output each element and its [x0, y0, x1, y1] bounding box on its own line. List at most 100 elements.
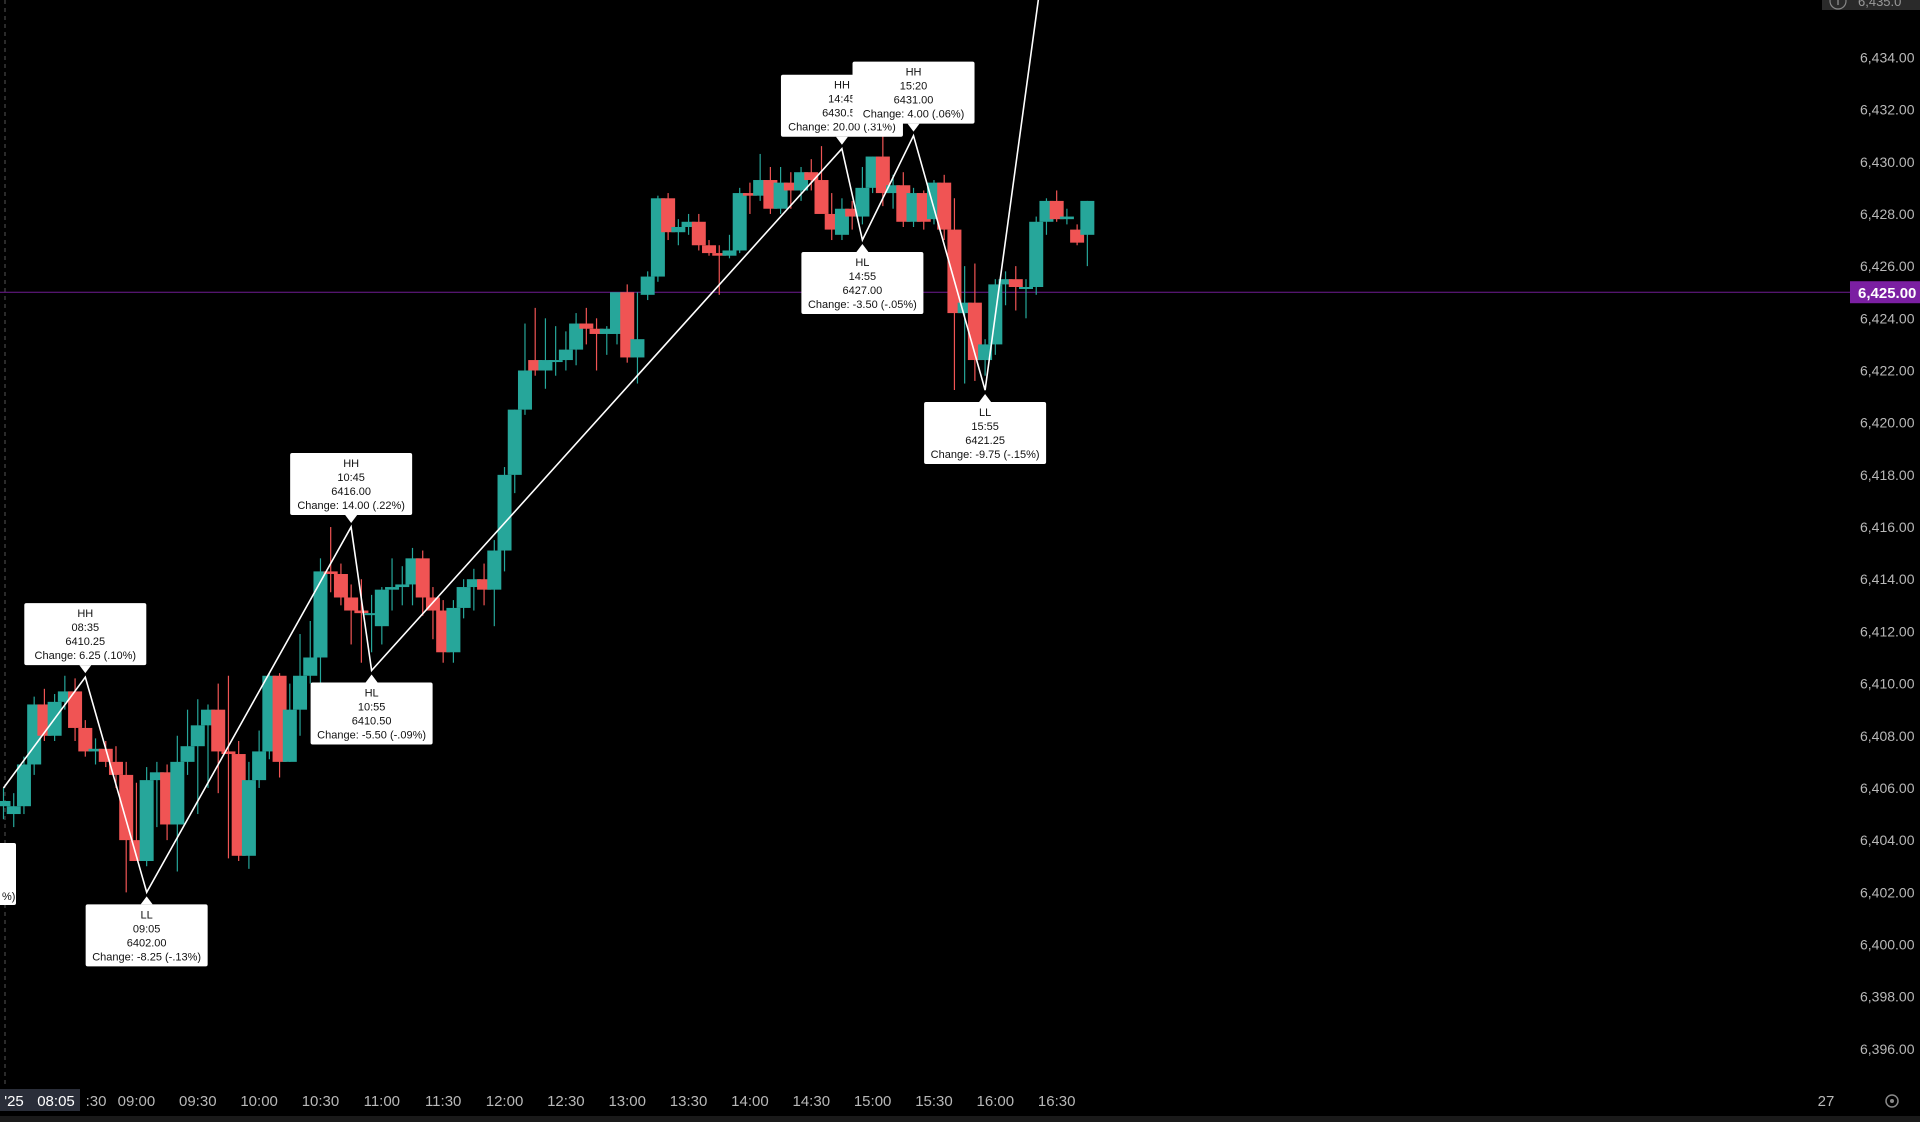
price-tick-label: 6,412.00: [1860, 623, 1915, 639]
candle: [415, 550, 430, 616]
candle: [487, 540, 502, 627]
candle-body: [354, 610, 369, 614]
time-tick-label: 14:00: [731, 1093, 769, 1110]
pivot-label-pointer: [979, 394, 992, 403]
candle: [385, 558, 400, 611]
candle-body: [538, 360, 553, 371]
candle: [221, 675, 236, 859]
candle: [722, 234, 737, 259]
pivot-time: 15:55: [971, 421, 999, 433]
time-tick-label: 09:00: [118, 1093, 156, 1110]
price-tick-label: 6,434.00: [1860, 49, 1915, 65]
candle-body: [875, 156, 890, 194]
candle: [119, 761, 134, 893]
settings-icon-center: [1890, 1099, 1894, 1103]
candle-body: [978, 344, 993, 361]
candle: [732, 187, 747, 254]
candle: [313, 558, 328, 684]
partial-pivot-label-text: %): [2, 891, 15, 903]
candle-body: [548, 360, 563, 363]
candle: [477, 563, 492, 606]
settings-icon[interactable]: [1885, 1094, 1899, 1108]
candle-body: [722, 250, 737, 256]
candle-body: [804, 172, 819, 181]
candle-body: [599, 328, 614, 334]
candle: [497, 467, 512, 572]
candle: [569, 313, 584, 366]
pivot-label-box: [310, 682, 433, 745]
pivot-price: 6410.50: [352, 716, 392, 728]
candle: [0, 787, 11, 820]
candle-body: [886, 185, 901, 194]
time-tick-label: 08:05: [37, 1093, 75, 1110]
price-axis[interactable]: 6,434.00 6,432.00 6,430.00 6,428.00 6,426.00…: [1850, 0, 1920, 1122]
candle: [1049, 190, 1064, 222]
time-cursor-badge: [0, 1089, 80, 1111]
candle: [1008, 266, 1023, 311]
candle-body: [702, 245, 717, 254]
price-tick-label: 6,398.00: [1860, 989, 1915, 1005]
candle: [395, 566, 410, 606]
candle: [323, 527, 338, 593]
candle: [170, 735, 185, 872]
time-tick-label: 15:30: [915, 1093, 953, 1110]
pivot-time: 14:45: [828, 94, 856, 106]
pivot-price: 6421.25: [965, 435, 1005, 447]
pivot-label-pointer: [79, 665, 92, 674]
pivot-label-pointer: [835, 136, 848, 145]
pivot-change: Change: 20.00 (.31%): [788, 122, 896, 134]
pivot-label-pointer: [907, 123, 920, 132]
pivot-labels-layer: HH 08:35 6410.25 Change: 6.25 (.10%) LL 09:05…: [24, 61, 1047, 967]
pivot-price: 6402.00: [127, 937, 167, 949]
candle-body: [149, 772, 164, 781]
candle-body: [6, 806, 21, 815]
candle-body: [691, 221, 706, 246]
time-tick-label: 14:30: [793, 1093, 831, 1110]
candle-body: [1019, 287, 1033, 290]
pivot-label-pointer: [365, 674, 378, 683]
time-tick-label: 15:00: [854, 1093, 892, 1110]
candle: [691, 213, 706, 251]
candle-body: [313, 571, 328, 658]
candles-layer: [0, 135, 1095, 893]
candle-body: [293, 675, 308, 710]
pivot-label-box: [24, 603, 147, 666]
candle-body: [1029, 221, 1044, 288]
candle: [845, 200, 860, 230]
candle: [640, 271, 655, 301]
price-tick-label: 6,430.00: [1860, 154, 1915, 170]
candle: [875, 135, 890, 207]
time-tick-label: 11:30: [425, 1093, 461, 1110]
pivot-label: HL 10:55 6410.50 Change: -5.50 (-.09%): [310, 674, 433, 745]
pivot-kind: HL: [365, 688, 379, 700]
pivot-label: HH 10:45 6416.00 Change: 14.00 (.22%): [290, 453, 413, 524]
candle: [374, 587, 389, 645]
candle: [548, 326, 563, 376]
candle: [344, 584, 359, 645]
candle: [303, 620, 318, 684]
pivot-price: 6431.00: [894, 95, 934, 107]
info-icon[interactable]: [1829, 0, 1847, 10]
candle: [446, 600, 461, 663]
candle-body: [16, 764, 31, 807]
time-tick-label: 13:00: [608, 1093, 646, 1110]
candle-body: [57, 691, 72, 702]
pivot-kind: HH: [77, 608, 93, 620]
pivot-kind: LL: [141, 909, 153, 921]
candle-body: [333, 574, 348, 598]
candle: [517, 323, 532, 415]
candle-body: [252, 751, 267, 781]
candle-body: [119, 774, 134, 841]
time-tick-label: 13:30: [670, 1093, 708, 1110]
candle: [149, 761, 164, 828]
settings-icon-ring: [1885, 1094, 1899, 1108]
price-tick-label: 6,414.00: [1860, 571, 1915, 587]
price-tick-label: 6,426.00: [1860, 258, 1915, 274]
candle-body: [211, 709, 226, 752]
candle-body: [374, 589, 389, 627]
candle: [456, 579, 471, 619]
time-scrollbar[interactable]: [0, 1116, 1920, 1122]
candle-body: [517, 370, 532, 410]
